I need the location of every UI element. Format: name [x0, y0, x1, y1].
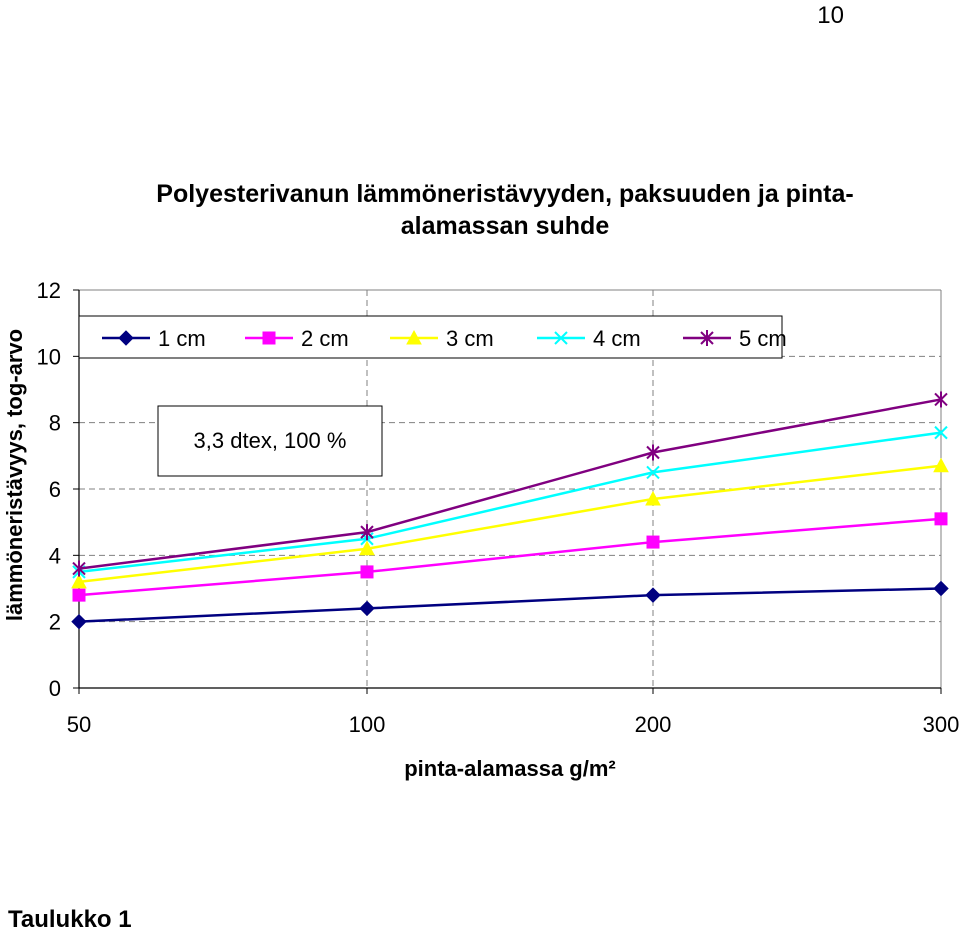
y-tick-label-12: 12 — [37, 278, 61, 303]
series-line-4cm — [78, 431, 942, 574]
legend-marker-4cm-b — [554, 331, 568, 345]
series-line-1cm — [78, 587, 942, 623]
x-tick-labels: 50 100 200 300 — [67, 712, 960, 737]
chart-title: Polyesterivanun lämmöneristävyyden, paks… — [60, 178, 950, 242]
point-2cm-100 — [360, 565, 374, 579]
series-line-5cm — [78, 398, 942, 570]
point-1cm-200 — [645, 587, 661, 603]
legend-marker-2cm — [262, 331, 276, 345]
legend-label-2cm: 2 cm — [301, 326, 349, 351]
point-2cm-50 — [72, 588, 86, 602]
legend-item-1cm: 1 cm — [102, 326, 206, 351]
point-2cm-200 — [646, 535, 660, 549]
point-3cm-50 — [71, 573, 87, 589]
series-line-2cm — [78, 517, 942, 597]
point-4cm-300 — [934, 425, 948, 440]
point-2cm-300 — [934, 512, 948, 526]
y-tick-label-0: 0 — [49, 676, 61, 701]
point-4cm-200-b — [646, 465, 660, 480]
legend-marker-3cm — [406, 329, 422, 345]
x-axis-label: pinta-alamassa g/m² — [404, 756, 616, 781]
legend-marker-5cm — [700, 330, 714, 346]
x-tick-label-100: 100 — [349, 712, 386, 737]
point-1cm-50 — [71, 613, 87, 630]
legend-marker-4cm — [554, 331, 568, 345]
y-axis-label: lämmöneristävyys, tog-arvo — [2, 329, 27, 621]
y-tick-label-2: 2 — [49, 610, 61, 635]
annotation-frame — [157, 405, 383, 477]
series-line-3cm — [78, 464, 942, 584]
x-tick-label-300: 300 — [923, 712, 960, 737]
series-3cm — [71, 457, 949, 589]
point-4cm-300-b — [934, 425, 948, 440]
y-tick-label-10: 10 — [37, 344, 61, 369]
chart-title-line-1: Polyesterivanun lämmöneristävyyden, paks… — [156, 180, 854, 208]
point-1cm-300 — [933, 580, 949, 597]
chart-title-line-2: alamassan suhde — [400, 212, 610, 240]
point-4cm-200 — [646, 465, 660, 480]
series-2cm — [72, 512, 948, 602]
y-tick-label-6: 6 — [49, 477, 61, 502]
legend-item-5cm: 5 cm — [683, 326, 787, 351]
annotation-text: 3,3 dtex, 100 % — [194, 428, 347, 453]
legend-label-4cm: 4 cm — [593, 326, 641, 351]
point-3cm-300 — [933, 457, 949, 473]
x-tick-label-200: 200 — [635, 712, 672, 737]
series-5cm — [72, 391, 948, 577]
x-tick-label-50: 50 — [67, 712, 91, 737]
point-5cm-50 — [72, 560, 86, 577]
legend-marker-1cm — [118, 330, 134, 346]
point-5cm-100 — [360, 524, 374, 541]
point-5cm-200 — [646, 444, 660, 461]
page-number: 10 — [817, 2, 844, 29]
legend-item-2cm: 2 cm — [245, 326, 349, 351]
point-3cm-200 — [645, 490, 661, 506]
legend: 1 cm 2 cm 3 cm 4 cm 5 cm — [78, 315, 787, 359]
y-tick-label-4: 4 — [49, 543, 61, 568]
point-1cm-100 — [359, 600, 375, 617]
series-group — [71, 391, 949, 630]
legend-item-3cm: 3 cm — [390, 326, 494, 351]
y-tick-label-8: 8 — [49, 411, 61, 436]
point-5cm-300 — [934, 391, 948, 408]
legend-label-3cm: 3 cm — [446, 326, 494, 351]
y-tick-labels: 0 2 4 6 8 10 12 — [37, 278, 61, 701]
legend-label-1cm: 1 cm — [158, 326, 206, 351]
table-caption: Taulukko 1 — [8, 906, 132, 933]
annotation-box: 3,3 dtex, 100 % — [157, 405, 383, 477]
legend-label-5cm: 5 cm — [739, 326, 787, 351]
series-1cm — [71, 580, 949, 630]
legend-item-4cm: 4 cm — [537, 326, 641, 351]
point-3cm-100 — [359, 540, 375, 556]
